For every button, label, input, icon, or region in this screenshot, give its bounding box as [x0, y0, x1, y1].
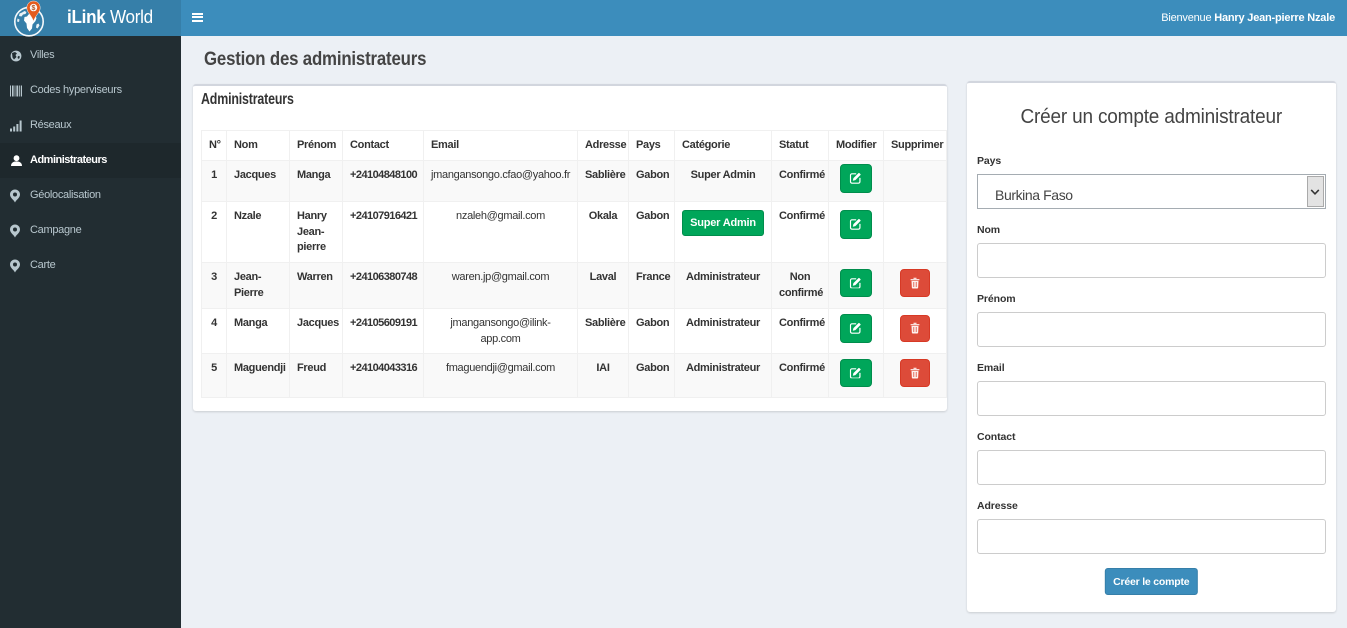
- svg-text:$: $: [32, 5, 36, 12]
